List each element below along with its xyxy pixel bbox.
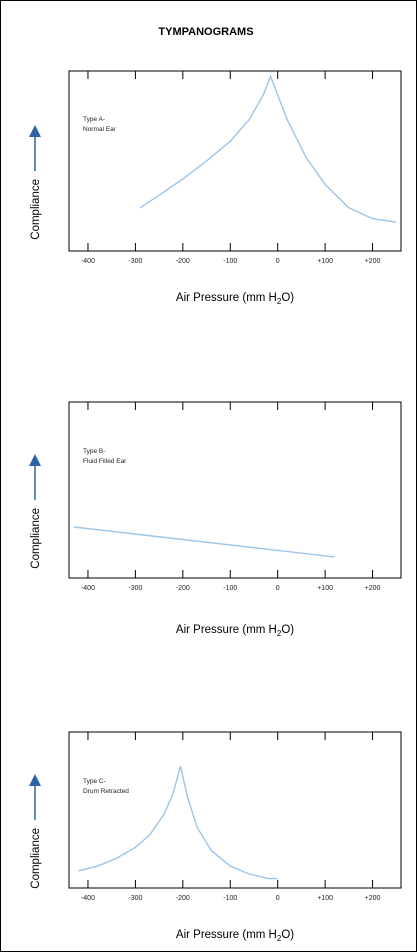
curve-type-label: Type A-: [83, 116, 105, 123]
curve-type-label: Type C-: [83, 778, 106, 785]
x-tick-label: +200: [365, 585, 381, 592]
y-axis-label: Compliance: [30, 508, 42, 569]
compliance-curve: [139, 74, 397, 223]
tympanogram-panel-1: -400 -300 -200 -100 0 +100 +200 Type A- Normal E…: [29, 70, 402, 306]
compliance-curve: [73, 526, 335, 558]
plot-area-border: [68, 731, 402, 889]
y-axis-label: Compliance: [30, 828, 42, 889]
x-tick-label: -400: [81, 895, 95, 902]
curve-type-label: Normal Ear: [83, 126, 117, 133]
x-tick-label: -300: [128, 258, 142, 265]
x-axis-label: Air Pressure (mm H2O): [176, 292, 294, 306]
x-tick-label: -300: [128, 585, 142, 592]
x-tick-label: -100: [223, 895, 237, 902]
x-tick-label: 0: [276, 258, 280, 265]
curve-type-label: Fluid Filled Ear: [83, 458, 127, 465]
x-tick-label: -200: [176, 585, 190, 592]
x-tick-label: -100: [223, 258, 237, 265]
x-tick-label: +100: [317, 585, 333, 592]
compliance-curve: [78, 766, 278, 880]
x-tick-label: -400: [81, 258, 95, 265]
x-tick-label: +200: [365, 895, 381, 902]
x-tick-label: +100: [317, 895, 333, 902]
curve-type-label: Type B-: [83, 448, 105, 455]
x-tick-label: 0: [276, 895, 280, 902]
x-tick-label: -400: [81, 585, 95, 592]
x-tick-label: -100: [223, 585, 237, 592]
x-tick-label: -300: [128, 895, 142, 902]
x-tick-label: +100: [317, 258, 333, 265]
figure-title: TYMPANOGRAMS: [158, 26, 253, 38]
x-tick-label: -200: [176, 258, 190, 265]
x-tick-label: 0: [276, 585, 280, 592]
plot-area-border: [68, 70, 402, 252]
plot-area-border: [68, 401, 402, 579]
x-axis-label: Air Pressure (mm H2O): [176, 929, 294, 943]
curve-type-label: Drum Retracted: [83, 788, 129, 795]
y-axis-label: Compliance: [30, 179, 42, 240]
x-tick-label: -200: [176, 895, 190, 902]
x-tick-label: +200: [365, 258, 381, 265]
tympanogram-panel-3: -400 -300 -200 -100 0 +100 +200 Type C- Drum Ret…: [29, 731, 402, 943]
x-axis-label: Air Pressure (mm H2O): [176, 624, 294, 638]
tympanogram-panel-2: -400 -300 -200 -100 0 +100 +200 Type B- Fluid Fi…: [29, 401, 402, 638]
